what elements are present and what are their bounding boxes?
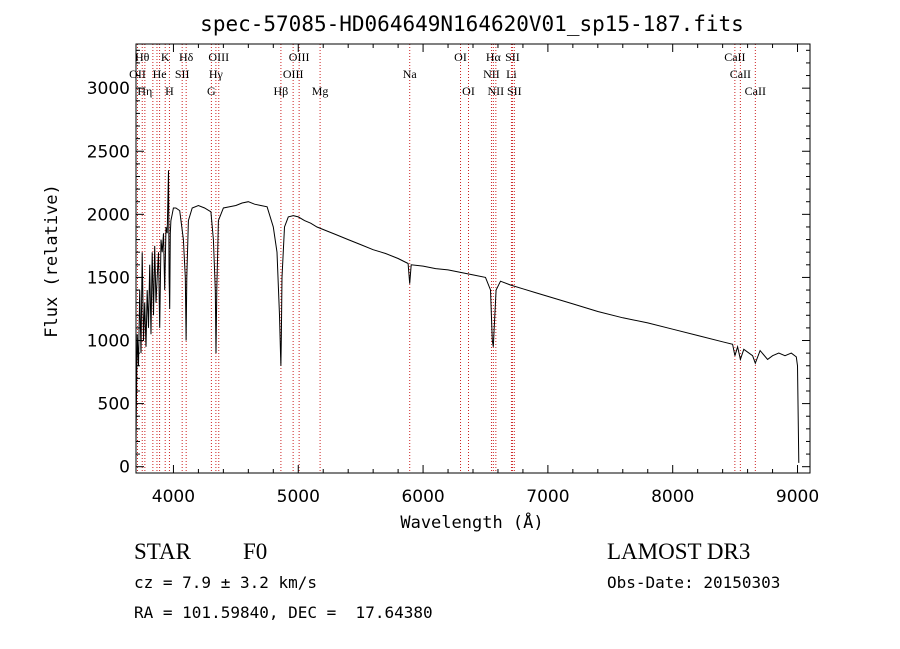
y-tick-label: 2000	[87, 205, 130, 225]
line-label: CaII	[724, 50, 745, 64]
plot-frame	[135, 43, 811, 474]
line-label: SII	[175, 67, 190, 81]
chart-title: spec-57085-HD064649N164620V01_sp15-187.f…	[200, 12, 744, 36]
survey-name: LAMOST DR3	[607, 539, 751, 564]
y-tick-label: 2500	[87, 142, 130, 162]
line-label: NII	[488, 84, 505, 98]
y-tick-label: 1500	[87, 268, 130, 288]
observation-date: Obs-Date: 20150303	[607, 573, 781, 592]
line-label: OIII	[208, 50, 229, 64]
object-subclass: F0	[243, 539, 268, 564]
line-label: Hδ	[179, 50, 194, 64]
line-label: OI	[454, 50, 467, 64]
line-label: NII	[483, 67, 500, 81]
line-label: Mg	[312, 84, 329, 98]
y-tick-label: 0	[119, 458, 130, 478]
x-tick-label: 8000	[651, 487, 694, 507]
line-label: K	[161, 50, 170, 64]
line-label: SII	[505, 50, 520, 64]
y-axis-ticks: 0 500 1000 1500 2000 2500 3000	[87, 49, 810, 478]
spectrum-line	[135, 170, 800, 463]
line-label: Hβ	[274, 84, 289, 98]
x-tick-label: 7000	[526, 487, 569, 507]
line-label: Hθ	[135, 50, 150, 64]
line-label: Hγ	[209, 67, 224, 81]
y-tick-label: 1000	[87, 332, 130, 352]
y-tick-label: 3000	[87, 79, 130, 99]
line-label: SII	[507, 84, 522, 98]
object-class: STAR	[134, 539, 191, 564]
line-label: CaII	[730, 67, 751, 81]
line-label: OI	[462, 84, 475, 98]
line-label: OIII	[289, 50, 310, 64]
x-tick-label: 5000	[277, 487, 320, 507]
line-label: Li	[506, 67, 517, 81]
line-label: OII	[129, 67, 146, 81]
coordinates: RA = 101.59840, DEC = 17.64380	[134, 603, 433, 622]
line-label: CaII	[745, 84, 766, 98]
spectral-line-labels: OIIHθHηHeKHSIIHδGHγOIIIHβOIIIOIIIMgNaOIO…	[129, 50, 766, 98]
x-tick-label: 9000	[776, 487, 819, 507]
line-label: Hα	[486, 50, 502, 64]
spectral-line-markers	[136, 44, 756, 473]
y-tick-label: 500	[98, 395, 130, 415]
line-label: H	[165, 84, 174, 98]
x-tick-label: 6000	[401, 487, 444, 507]
y-axis-label: Flux (relative)	[42, 184, 62, 338]
line-label: Hη	[137, 84, 152, 98]
line-label: G	[207, 84, 216, 98]
x-axis-ticks: 4000 5000 6000 7000 8000 9000	[152, 44, 819, 507]
line-label: OIII	[283, 67, 304, 81]
x-axis-label: Wavelength (Å)	[400, 511, 543, 533]
x-tick-label: 4000	[152, 487, 195, 507]
line-label: Na	[403, 67, 418, 81]
line-label: He	[153, 67, 167, 81]
redshift-value: cz = 7.9 ± 3.2 km/s	[134, 573, 318, 592]
